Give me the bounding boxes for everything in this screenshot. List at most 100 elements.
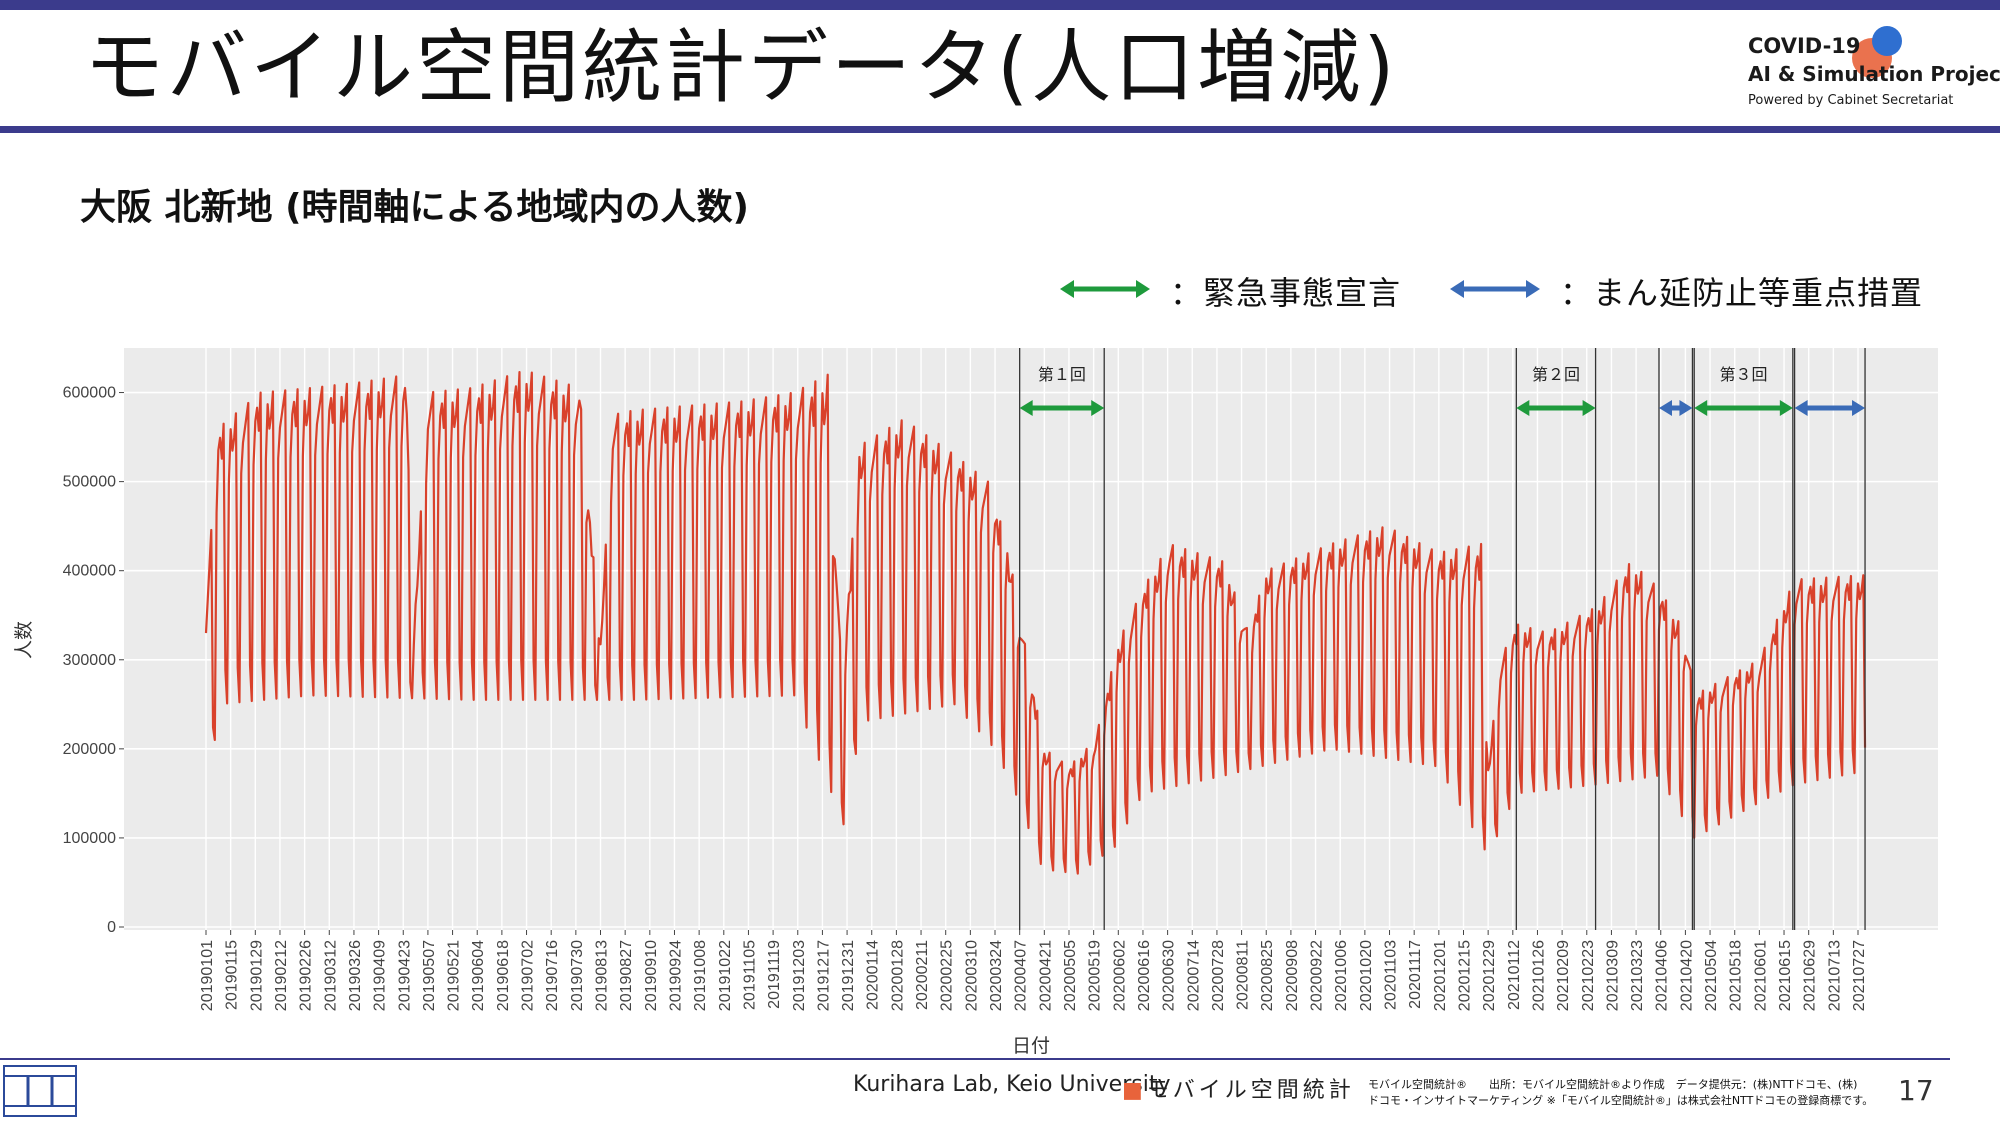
population-chart: 第１回 第２回 第３回 0 100000 200000 300000 400000 50000…	[13, 348, 1938, 1057]
x-tick-label: 20190129	[248, 940, 265, 1011]
x-tick-label: 20210713	[1826, 940, 1843, 1011]
emergency-period-label: 第２回	[1532, 366, 1580, 384]
x-tick-label: 20190101	[199, 940, 216, 1011]
emergency-period-arrow	[1516, 400, 1596, 416]
x-tick-label: 20201103	[1383, 940, 1400, 1010]
footer-line	[0, 1058, 1950, 1060]
x-tick-label: 20191105	[741, 940, 758, 1010]
x-tick-label: 20200811	[1235, 940, 1252, 1010]
grid-lines	[124, 348, 1938, 930]
x-tick-label: 20210518	[1728, 940, 1745, 1011]
x-tick-label: 20210112	[1506, 940, 1523, 1010]
x-tick-label: 20200505	[1062, 940, 1079, 1011]
emergency-period-label: 第１回	[1038, 366, 1086, 384]
x-tick-label: 20201117	[1407, 940, 1424, 1009]
x-tick-label: 20190604	[470, 940, 487, 1011]
x-tick-label: 20190827	[618, 940, 635, 1011]
x-tick-label: 20200616	[1136, 940, 1153, 1011]
x-tick-label: 20191008	[692, 940, 709, 1011]
emergency-arrow-icon	[1060, 280, 1150, 298]
x-axis-label: 日付	[1012, 1035, 1050, 1057]
x-tick-label: 20200602	[1111, 940, 1128, 1011]
x-tick-label: 20210615	[1777, 940, 1794, 1011]
footer-credit: Kurihara Lab, Keio University	[853, 1072, 1171, 1097]
priority-period-arrow	[1658, 400, 1693, 416]
y-tick-label: 500000	[63, 474, 116, 491]
y-tick-label: 100000	[63, 830, 116, 847]
x-tick-label: 20201229	[1481, 940, 1498, 1011]
x-tick-label: 20200825	[1259, 940, 1276, 1011]
x-tick-label: 20200519	[1087, 940, 1104, 1011]
x-tick-label: 20190423	[396, 940, 413, 1011]
x-tick-label: 20190716	[544, 940, 561, 1011]
x-tick-label: 20210406	[1654, 940, 1671, 1011]
emergency-period-arrow	[1694, 400, 1793, 416]
x-tick-label: 20190507	[421, 940, 438, 1011]
header-bar	[0, 0, 2000, 10]
axes: 0 100000 200000 300000 400000 500000 600000 201…	[63, 385, 1868, 1012]
x-tick-label: 20200128	[889, 940, 906, 1011]
x-tick-label: 20200324	[988, 940, 1005, 1011]
x-tick-label: 20190730	[569, 940, 586, 1011]
x-tick-label: 20200310	[963, 940, 980, 1011]
priority-period-arrow	[1794, 400, 1866, 416]
x-tick-label: 20200421	[1037, 940, 1054, 1011]
x-tick-label: 20200211	[914, 940, 931, 1010]
x-tick-label: 20201020	[1358, 940, 1375, 1011]
cube-icon: ■	[1122, 1078, 1147, 1103]
legend-emergency-label: ：緊急事態宣言	[1170, 274, 1402, 312]
x-tick-label: 20190618	[495, 940, 512, 1011]
x-tick-label: 20210126	[1530, 940, 1547, 1011]
x-tick-label: 20200728	[1210, 940, 1227, 1011]
logo-blue-dot	[1872, 26, 1902, 56]
chart-subtitle: 大阪 北新地 (時間軸による地域内の人数)	[80, 187, 749, 228]
x-tick-label: 20210727	[1851, 940, 1868, 1011]
x-tick-label: 20191119	[766, 940, 783, 1009]
x-tick-label: 20201201	[1432, 940, 1449, 1011]
x-tick-label: 20200630	[1161, 940, 1178, 1011]
x-tick-label: 20190910	[643, 940, 660, 1011]
x-tick-label: 20210420	[1678, 940, 1695, 1011]
x-tick-label: 20200922	[1309, 940, 1326, 1011]
y-tick-label: 600000	[63, 385, 116, 402]
x-tick-label: 20191231	[840, 940, 857, 1011]
x-tick-label: 20190521	[446, 940, 463, 1011]
emergency-period-arrow	[1019, 400, 1105, 416]
x-tick-label: 20200225	[939, 940, 956, 1011]
x-tick-label: 20210504	[1703, 940, 1720, 1011]
population-line	[204, 370, 1867, 875]
legend: ：緊急事態宣言 ：まん延防止等重点措置	[1060, 268, 1980, 318]
y-tick-label: 0	[107, 919, 116, 936]
legend-priority-label: ：まん延防止等重点措置	[1560, 274, 1924, 312]
x-tick-label: 20190326	[347, 940, 364, 1011]
x-tick-label: 20191203	[791, 940, 808, 1011]
period-markers: 第１回 第２回 第３回	[1019, 348, 1866, 930]
emergency-period-label: 第３回	[1720, 366, 1768, 384]
x-tick-label: 20190312	[322, 940, 339, 1011]
x-tick-label: 20190924	[667, 940, 684, 1011]
keio-emblem-icon	[3, 1065, 77, 1117]
x-tick-label: 20200407	[1013, 940, 1030, 1011]
x-tick-label: 20191022	[717, 940, 734, 1011]
x-tick-label: 20190813	[594, 940, 611, 1011]
logo-line3: Powered by Cabinet Secretariat	[1748, 93, 1954, 108]
x-tick-label: 20200114	[865, 940, 882, 1010]
footer-trademark-note: ドコモ・インサイトマーケティング ※「モバイル空間統計®」は株式会社NTTドコモ…	[1368, 1094, 1874, 1107]
y-tick-label: 400000	[63, 563, 116, 580]
x-tick-label: 20210629	[1802, 940, 1819, 1011]
logo-line2: AI & Simulation Project	[1748, 62, 2000, 86]
x-tick-label: 20190212	[273, 940, 290, 1011]
x-tick-label: 20190226	[298, 940, 315, 1011]
x-tick-label: 20190409	[372, 940, 389, 1011]
x-tick-label: 20200714	[1185, 940, 1202, 1011]
x-tick-label: 20200908	[1284, 940, 1301, 1011]
x-tick-label: 20201006	[1333, 940, 1350, 1011]
y-tick-label: 300000	[63, 652, 116, 669]
x-tick-label: 20210601	[1752, 940, 1769, 1011]
mobile-stats-logo-text: モバイル空間統計	[1146, 1078, 1355, 1103]
x-tick-label: 20190115	[224, 940, 241, 1010]
y-axis-label: 人数	[13, 621, 35, 659]
x-tick-label: 20210309	[1604, 940, 1621, 1011]
x-tick-label: 20190702	[520, 940, 537, 1011]
logo-line1: COVID-19	[1748, 34, 1861, 58]
